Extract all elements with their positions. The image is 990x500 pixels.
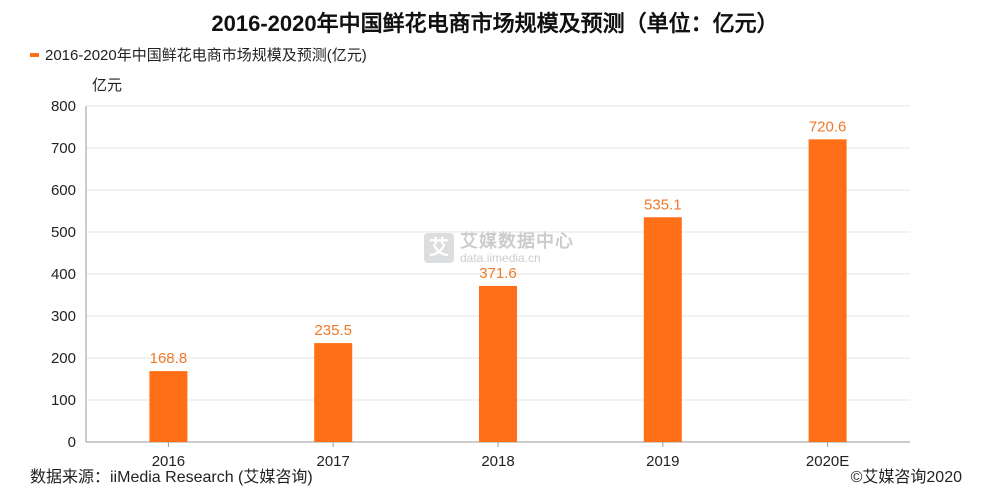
copyright-note: ©艾媒咨询2020 [850, 469, 962, 486]
legend: 2016-2020年中国鲜花电商市场规模及预测(亿元) [30, 44, 367, 65]
x-tick-label: 2017 [317, 453, 350, 470]
x-tick-label: 2019 [646, 453, 679, 470]
bar [643, 217, 682, 442]
x-tick-label: 2018 [481, 453, 514, 470]
y-tick-label: 300 [51, 308, 76, 325]
legend-swatch [30, 52, 39, 57]
bar [149, 371, 188, 442]
y-tick-label: 400 [51, 266, 76, 283]
data-label: 720.6 [809, 118, 847, 135]
bar [808, 139, 847, 442]
data-label: 168.8 [150, 350, 188, 367]
bar [479, 285, 517, 442]
y-tick-label: 200 [51, 350, 76, 367]
bar [314, 343, 353, 442]
y-tick-label: 700 [51, 140, 76, 157]
watermark-url: data.iimedia.cn [460, 250, 541, 265]
data-label: 235.5 [314, 322, 352, 339]
x-tick-label: 2020E [806, 453, 849, 470]
watermark: 艾 艾媒数据中心 data.iimedia.cn [424, 231, 574, 265]
watermark-name: 艾媒数据中心 [460, 231, 574, 251]
y-tick-label: 600 [51, 182, 76, 199]
y-tick-label: 500 [51, 224, 76, 241]
watermark-logo-icon: 艾 [424, 233, 454, 264]
y-axis-label: 亿元 [92, 77, 123, 94]
y-tick-label: 0 [68, 434, 76, 451]
data-label: 371.6 [479, 265, 517, 282]
y-tick-label: 100 [51, 392, 76, 409]
source-note: 数据来源：iiMedia Research (艾媒咨询) [30, 469, 313, 486]
y-tick-label: 800 [51, 98, 76, 115]
legend-label: 2016-2020年中国鲜花电商市场规模及预测(亿元) [45, 47, 367, 64]
x-tick-label: 2016 [152, 453, 185, 470]
data-label: 535.1 [644, 196, 682, 213]
chart-title: 2016-2020年中国鲜花电商市场规模及预测（单位：亿元） [211, 11, 779, 36]
